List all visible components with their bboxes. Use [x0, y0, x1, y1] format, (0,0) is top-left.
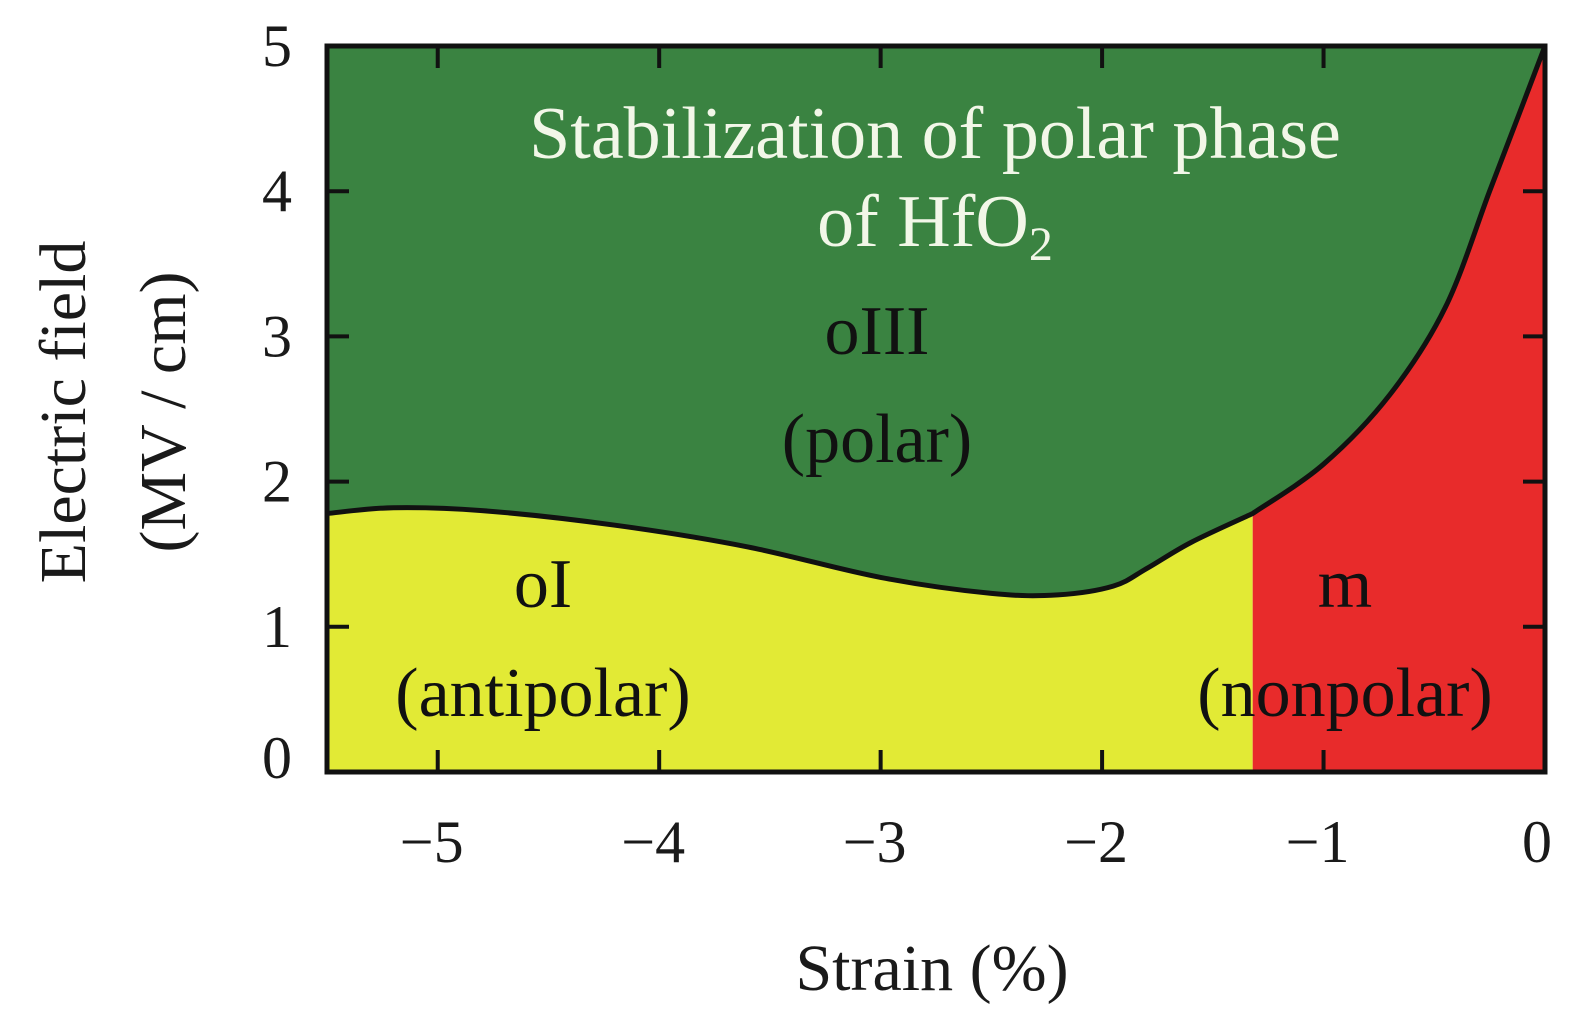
region-label-oIII: oIII — [825, 293, 930, 370]
y-tick-label: 2 — [262, 449, 292, 515]
region-label-antipolar: (antipolar) — [395, 655, 690, 732]
region-label-m: m — [1318, 546, 1372, 623]
phase-boundary-curve — [326, 45, 1548, 599]
region-oIII-polar — [327, 46, 1545, 596]
x-tick-label: −5 — [400, 809, 464, 875]
region-label-oI: oI — [514, 546, 572, 623]
region-label-nonpolar: (nonpolar) — [1197, 655, 1492, 732]
x-tick-label: −3 — [843, 809, 907, 875]
plot-frame — [324, 43, 1548, 775]
axis-tick-labels: −5 −4 −3 −2 −1 0 0 1 2 3 4 5 — [262, 13, 1552, 875]
y-tick-label: 3 — [262, 303, 292, 369]
chart-title-line-1: Stabilization of polar phase — [529, 93, 1341, 175]
chart-title-subscript: 2 — [1029, 218, 1053, 271]
y-tick-label: 4 — [262, 158, 292, 224]
y-tick-label: 0 — [262, 725, 292, 791]
x-tick-label: 0 — [1522, 809, 1552, 875]
y-axis-label-line-1: Electric field — [27, 241, 100, 584]
x-tick-label: −1 — [1286, 809, 1350, 875]
chart-title-formula: of HfO — [817, 181, 1029, 263]
x-tick-label: −2 — [1064, 809, 1128, 875]
region-label-polar: (polar) — [782, 401, 972, 478]
chart-title-line-2: of HfO2 — [817, 181, 1053, 271]
axis-ticks — [327, 44, 1547, 774]
x-axis-label: Strain (%) — [795, 932, 1068, 1005]
plot-regions — [327, 46, 1545, 772]
region-oI-antipolar — [327, 507, 1253, 772]
y-tick-label: 5 — [262, 13, 292, 79]
y-axis-label-line-2: (MV / cm) — [127, 271, 200, 552]
y-tick-label: 1 — [262, 594, 292, 660]
x-tick-label: −4 — [621, 809, 685, 875]
region-m-nonpolar — [1252, 46, 1545, 772]
